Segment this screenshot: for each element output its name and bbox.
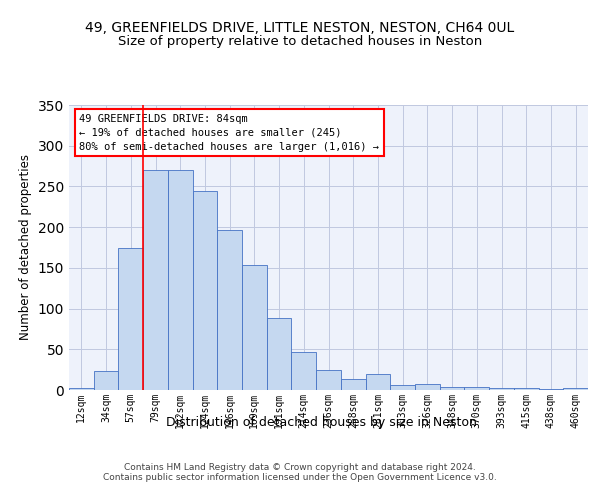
Bar <box>440 386 464 390</box>
Bar <box>118 248 143 390</box>
Bar <box>316 370 341 390</box>
Bar <box>341 380 365 390</box>
Bar <box>69 388 94 390</box>
Bar <box>242 266 267 390</box>
Text: Distribution of detached houses by size in Neston: Distribution of detached houses by size … <box>166 416 476 429</box>
Text: 49 GREENFIELDS DRIVE: 84sqm
← 19% of detached houses are smaller (245)
80% of se: 49 GREENFIELDS DRIVE: 84sqm ← 19% of det… <box>79 114 379 152</box>
Bar <box>415 384 440 390</box>
Bar <box>193 190 217 390</box>
Bar <box>365 374 390 390</box>
Bar <box>143 170 168 390</box>
Bar <box>464 386 489 390</box>
Bar <box>168 170 193 390</box>
Bar <box>539 389 563 390</box>
Text: Size of property relative to detached houses in Neston: Size of property relative to detached ho… <box>118 34 482 48</box>
Bar <box>267 318 292 390</box>
Bar <box>217 230 242 390</box>
Y-axis label: Number of detached properties: Number of detached properties <box>19 154 32 340</box>
Bar <box>514 388 539 390</box>
Bar <box>563 388 588 390</box>
Bar <box>292 352 316 390</box>
Bar <box>489 388 514 390</box>
Text: Contains HM Land Registry data © Crown copyright and database right 2024.
Contai: Contains HM Land Registry data © Crown c… <box>103 463 497 482</box>
Bar <box>390 385 415 390</box>
Text: 49, GREENFIELDS DRIVE, LITTLE NESTON, NESTON, CH64 0UL: 49, GREENFIELDS DRIVE, LITTLE NESTON, NE… <box>85 20 515 34</box>
Bar <box>94 372 118 390</box>
